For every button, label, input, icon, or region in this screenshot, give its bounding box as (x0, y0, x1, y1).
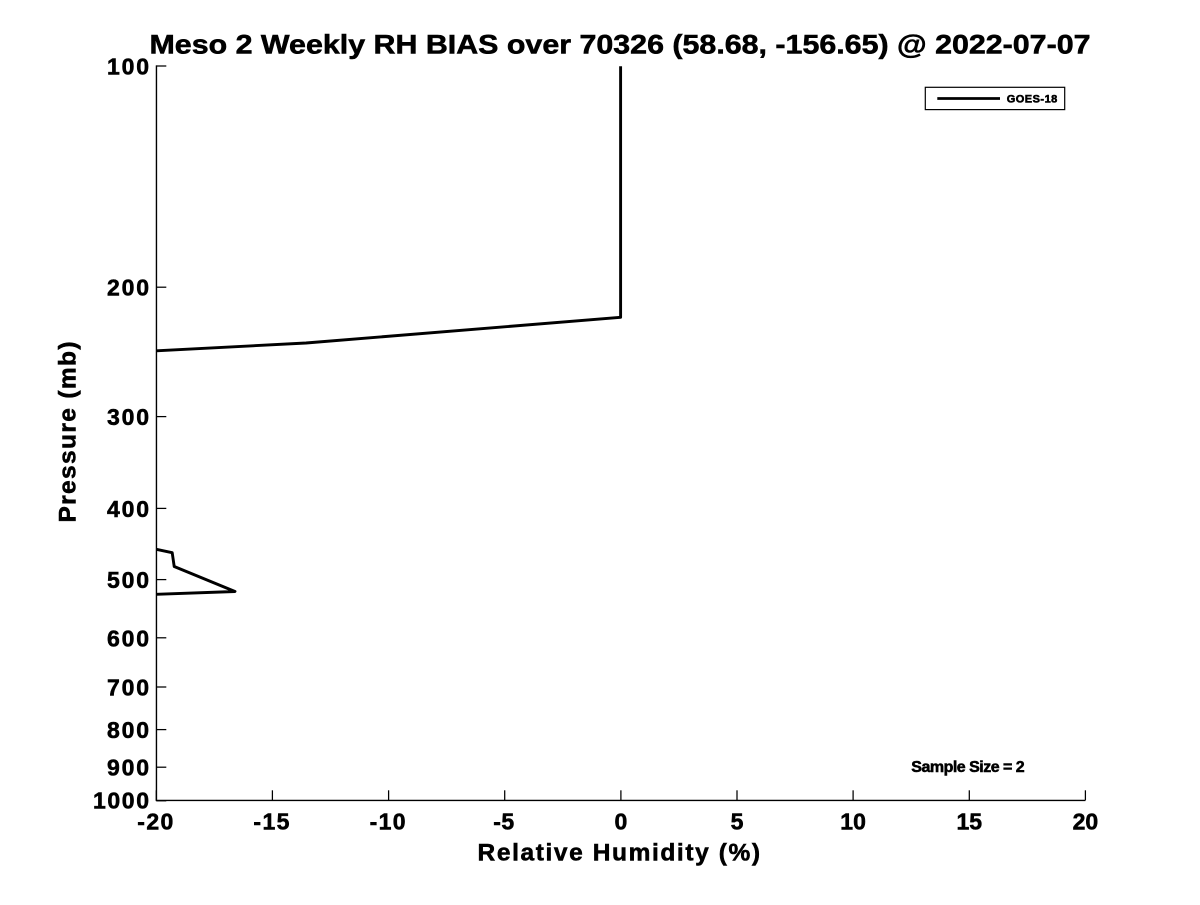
svg-text:Sample Size = 2: Sample Size = 2 (911, 759, 1024, 776)
svg-text:20: 20 (1073, 809, 1099, 835)
svg-text:-15: -15 (253, 809, 289, 835)
svg-text:900: 900 (107, 755, 149, 781)
svg-text:0: 0 (615, 809, 628, 835)
svg-text:-10: -10 (370, 809, 406, 835)
svg-text:15: 15 (957, 809, 983, 835)
svg-text:-20: -20 (137, 809, 173, 835)
svg-text:800: 800 (107, 717, 149, 743)
svg-text:200: 200 (107, 275, 149, 301)
svg-text:100: 100 (107, 54, 149, 80)
svg-text:5: 5 (731, 809, 744, 835)
svg-text:1000: 1000 (93, 788, 149, 814)
svg-text:500: 500 (107, 567, 149, 593)
svg-text:Relative Humidity (%): Relative Humidity (%) (478, 840, 761, 867)
svg-text:10: 10 (840, 809, 866, 835)
svg-text:GOES-18: GOES-18 (1007, 94, 1058, 106)
svg-text:300: 300 (107, 404, 149, 430)
svg-text:400: 400 (107, 496, 149, 522)
svg-text:-5: -5 (493, 809, 514, 835)
svg-text:Pressure (mb): Pressure (mb) (55, 342, 82, 523)
svg-text:Meso 2 Weekly RH BIAS over 703: Meso 2 Weekly RH BIAS over 70326 (58.68,… (150, 30, 1091, 60)
svg-text:600: 600 (107, 625, 149, 651)
svg-text:700: 700 (107, 675, 149, 701)
